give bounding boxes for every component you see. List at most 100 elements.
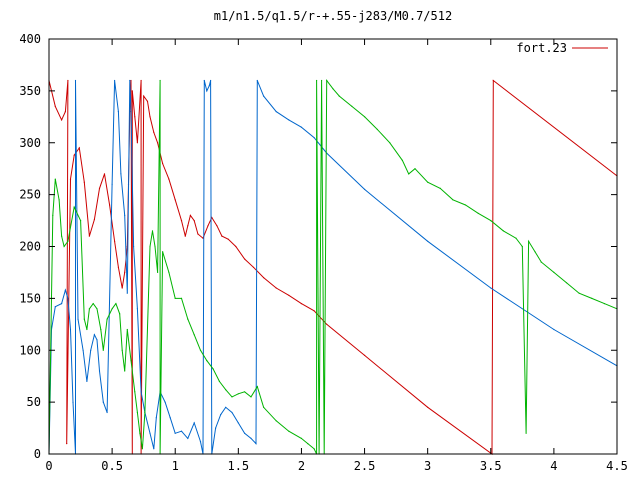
data-point xyxy=(141,448,143,450)
data-point xyxy=(58,199,60,201)
data-point xyxy=(124,271,126,273)
data-point xyxy=(90,349,92,351)
data-point xyxy=(114,79,116,82)
data-point xyxy=(288,430,290,432)
data-point xyxy=(121,349,123,351)
data-point xyxy=(540,261,542,263)
x-tick-label: 0.5 xyxy=(101,459,123,473)
data-point xyxy=(184,235,186,237)
data-point xyxy=(149,432,151,434)
data-point xyxy=(73,206,75,208)
data-point xyxy=(80,220,82,222)
data-point xyxy=(180,220,183,222)
data-point xyxy=(96,308,98,310)
data-point xyxy=(255,443,257,445)
data-point xyxy=(300,437,302,439)
x-tick-label: 3.5 xyxy=(480,459,502,473)
data-point xyxy=(162,162,164,165)
data-point xyxy=(364,116,366,118)
data-point xyxy=(275,111,277,113)
data-point xyxy=(78,147,80,149)
x-tick-label: 1.5 xyxy=(227,459,249,473)
x-tick-label: 3 xyxy=(424,459,431,473)
data-point xyxy=(206,360,208,362)
data-point xyxy=(52,214,54,216)
data-point xyxy=(64,289,66,291)
data-point xyxy=(227,238,229,240)
data-point xyxy=(149,116,151,118)
data-point xyxy=(218,380,220,382)
data-point xyxy=(61,235,63,237)
data-point xyxy=(111,183,113,185)
data-point xyxy=(208,85,210,87)
series-layer xyxy=(48,79,618,455)
data-point xyxy=(250,396,252,398)
data-point xyxy=(452,199,454,201)
data-point xyxy=(263,95,265,97)
data-point xyxy=(414,168,416,170)
data-point xyxy=(130,360,132,362)
data-point xyxy=(102,349,104,351)
data-point xyxy=(129,79,131,82)
data-point xyxy=(114,240,116,242)
data-point xyxy=(180,430,183,432)
data-point xyxy=(591,297,593,299)
data-point xyxy=(231,411,233,414)
data-point xyxy=(130,111,132,113)
data-point xyxy=(174,297,176,299)
data-point xyxy=(525,432,527,434)
data-point xyxy=(102,401,104,403)
data-point xyxy=(54,178,56,180)
data-point xyxy=(439,187,441,189)
data-point xyxy=(492,79,494,82)
y-tick-label: 50 xyxy=(27,395,41,409)
data-point xyxy=(119,313,121,315)
data-point xyxy=(578,292,580,294)
data-point xyxy=(263,406,265,408)
data-point xyxy=(93,334,95,336)
data-point xyxy=(126,328,128,331)
data-point xyxy=(149,245,151,248)
data-point xyxy=(139,432,141,434)
x-tick-label: 4 xyxy=(550,459,557,473)
data-point xyxy=(313,137,315,139)
data-point xyxy=(189,214,191,216)
data-point xyxy=(164,401,166,403)
y-tick-label: 150 xyxy=(19,291,41,305)
data-point xyxy=(109,204,111,206)
data-point xyxy=(73,154,75,156)
data-point xyxy=(553,328,555,331)
data-point xyxy=(86,328,88,331)
data-point xyxy=(237,393,239,395)
data-point xyxy=(206,90,208,92)
data-point xyxy=(133,245,135,248)
data-point xyxy=(111,308,113,310)
data-point xyxy=(146,100,149,102)
data-point xyxy=(130,79,132,82)
data-point xyxy=(212,368,214,370)
series-1 xyxy=(48,79,618,455)
data-point xyxy=(124,214,126,216)
data-point xyxy=(72,401,74,403)
data-point xyxy=(502,230,504,232)
data-point xyxy=(464,204,467,206)
data-point xyxy=(74,79,77,82)
data-point xyxy=(534,251,536,253)
x-tick-label: 2 xyxy=(298,459,305,473)
y-tick-label: 200 xyxy=(19,240,41,254)
data-point xyxy=(364,354,366,356)
data-point xyxy=(157,271,159,273)
data-point xyxy=(67,297,69,299)
data-point xyxy=(134,391,136,393)
data-point xyxy=(307,443,309,445)
data-point xyxy=(140,79,142,82)
series-2 xyxy=(48,79,618,455)
data-point xyxy=(136,308,138,310)
data-point xyxy=(521,245,523,248)
data-point xyxy=(332,88,334,90)
data-point xyxy=(250,437,252,439)
data-point xyxy=(136,142,138,144)
data-point xyxy=(124,370,126,372)
y-tick-label: 0 xyxy=(34,447,41,461)
